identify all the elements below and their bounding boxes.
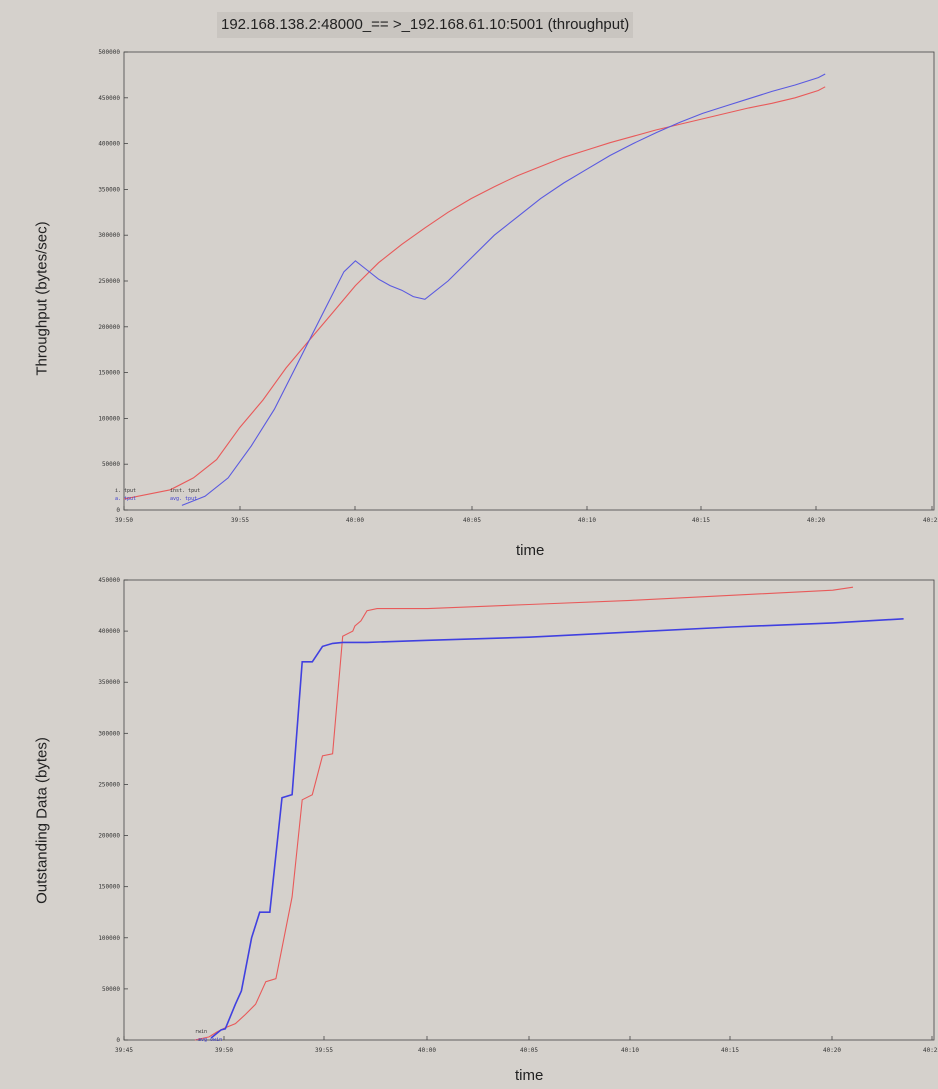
- chart1-y-tick-label: 100000: [98, 935, 120, 942]
- chart0-series-1-line: [181, 73, 826, 506]
- chart1-y-tick-label: 50000: [102, 986, 120, 993]
- chart0-y-tick-label: 50000: [102, 461, 120, 468]
- chart0-x-tick-label: 40:10: [578, 517, 596, 524]
- chart0-y-tick-label: 500000: [98, 49, 120, 56]
- chart0-y-tick-label: 0: [116, 507, 120, 514]
- chart0-frame: [123, 51, 935, 511]
- chart0-legend-item: a. tput: [115, 496, 136, 502]
- bottom-x-axis-label: time: [515, 1067, 544, 1084]
- chart1-legend-item: -avg owin: [195, 1037, 222, 1043]
- chart0-y-tick-label: 350000: [98, 186, 120, 193]
- chart0-y-tick-label: 250000: [98, 278, 120, 285]
- chart0-legend-item: inst. tput: [170, 488, 200, 494]
- chart1-series-0-line: [194, 586, 854, 1041]
- chart1-x-tick-label: 40:20: [823, 1047, 841, 1054]
- chart0-x-tick-label: 40:25: [923, 517, 938, 524]
- chart0-x-tick-label: 39:50: [115, 517, 133, 524]
- chart1-y-tick-label: 350000: [98, 679, 120, 686]
- chart0-series-0-line: [123, 86, 826, 500]
- chart1-x-tick-label: 40:05: [520, 1047, 538, 1054]
- chart0-x-tick-label: 39:55: [231, 517, 249, 524]
- chart1-x-tick-label: 40:15: [721, 1047, 739, 1054]
- chart0-x-tick-label: 40:00: [346, 517, 364, 524]
- chart1-x-tick-label: 40:00: [418, 1047, 436, 1054]
- chart1-y-tick-label: 300000: [98, 730, 120, 737]
- chart1-y-tick-label: 400000: [98, 628, 120, 635]
- chart1-y-tick-label: 250000: [98, 781, 120, 788]
- chart1-y-tick-label: 0: [116, 1037, 120, 1044]
- chart1-x-tick-label: 39:55: [315, 1047, 333, 1054]
- chart1-y-tick-label: 150000: [98, 884, 120, 891]
- chart0-legend-item: avg. tput: [170, 496, 197, 502]
- chart0-x-tick-label: 40:05: [463, 517, 481, 524]
- chart1-x-tick-label: 39:50: [215, 1047, 233, 1054]
- chart0-y-tick-label: 150000: [98, 370, 120, 377]
- chart-title: 192.168.138.2:48000_== >_192.168.61.10:5…: [217, 12, 634, 38]
- chart1-y-tick-label: 450000: [98, 577, 120, 584]
- chart0-y-tick-label: 100000: [98, 415, 120, 422]
- chart0-y-tick-label: 200000: [98, 324, 120, 331]
- chart1-x-tick-label: 40:10: [621, 1047, 639, 1054]
- top-x-axis-label: time: [516, 542, 545, 559]
- chart0-y-tick-label: 300000: [98, 232, 120, 239]
- chart0-legend-item: i. tput: [115, 488, 136, 494]
- chart0-x-tick-label: 40:20: [807, 517, 825, 524]
- chart1-legend-item: rwin: [195, 1029, 207, 1035]
- chart0-y-tick-label: 450000: [98, 95, 120, 102]
- chart0-y-tick-label: 400000: [98, 141, 120, 148]
- chart0-x-tick-label: 40:15: [692, 517, 710, 524]
- chart1-y-tick-label: 200000: [98, 833, 120, 840]
- chart1-x-tick-label: 40:25: [923, 1047, 938, 1054]
- chart1-series-1-line: [210, 618, 904, 1039]
- chart1-x-tick-label: 39:45: [115, 1047, 133, 1054]
